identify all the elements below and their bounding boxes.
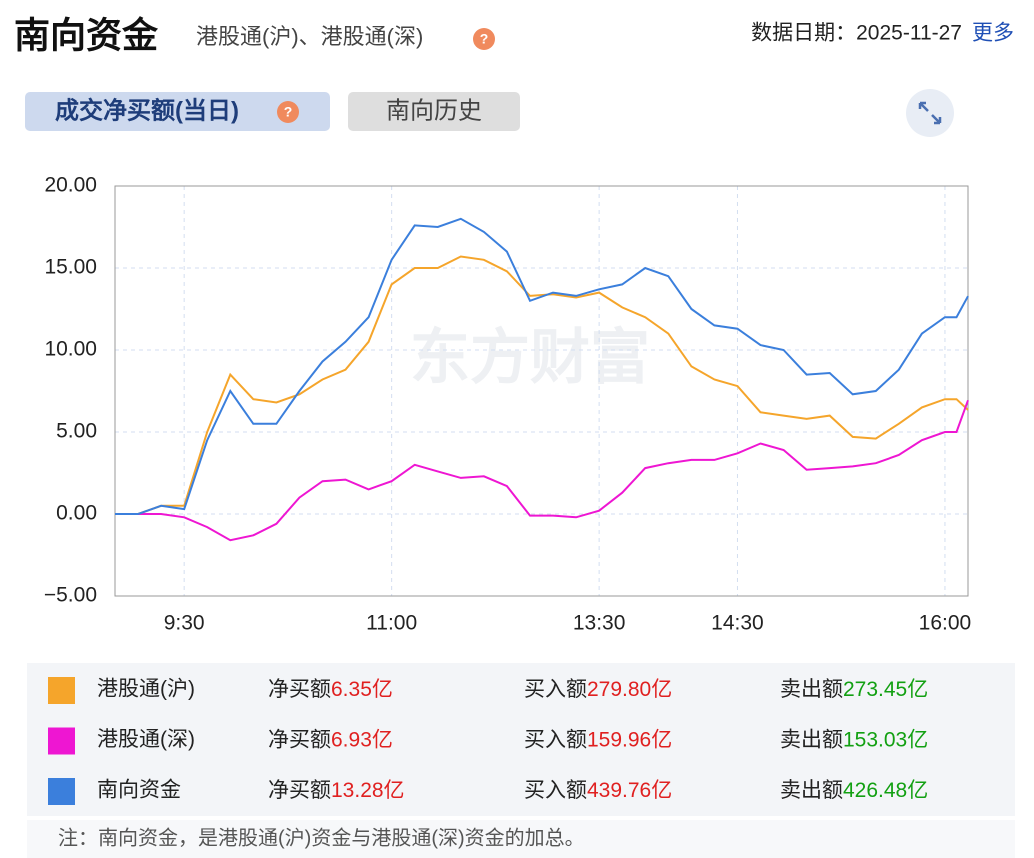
series-line [115,217,969,515]
x-tick-label: 16:00 [919,612,972,635]
y-tick-label: 10.00 [44,338,97,361]
summary-item: 买入额159.96亿 [524,728,672,751]
tab-label: 南向历史 [386,97,482,124]
summary-item: 净买额6.93亿 [268,728,393,751]
summary-item: 净买额6.35亿 [268,678,393,701]
legend-label: 港股通(沪) [97,678,195,701]
plot-frame [114,185,969,597]
tab-label: 成交净买额(当日) [55,96,239,124]
summary-label: 净买额 [268,779,331,802]
summary-label: 买入额 [524,728,587,751]
summary-label: 买入额 [524,779,587,802]
subtitle: 港股通(沪)、港股通(深) [196,24,423,49]
help-mark: ? [480,31,489,47]
x-tick-label: 11:00 [366,612,417,635]
legend-swatch [48,677,75,704]
summary-value: 279.80亿 [587,678,672,701]
expand-button[interactable] [906,89,954,137]
note-panel [27,820,1015,858]
note: 注：南向资金，是港股通(沪)资金与港股通(深)资金的加总。 [58,826,585,849]
summary-label: 卖出额 [780,678,843,701]
summary-value: 439.76亿 [587,779,672,802]
summary-label: 买入额 [524,678,587,701]
legend-swatch [48,778,75,805]
summary-value: 273.45亿 [843,678,928,701]
summary-label: 卖出额 [780,728,843,751]
legend: 港股通(沪) 净买额6.35亿 买入额279.80亿 卖出额273.45亿港股通(深)… [27,663,1015,858]
summary-item: 净买额13.28亿 [268,779,405,802]
summary-value: 426.48亿 [843,779,928,802]
summary-item: 卖出额426.48亿 [780,779,928,802]
y-tick-label: 15.00 [44,256,97,279]
summary-item: 买入额439.76亿 [524,779,672,802]
summary-value: 6.35亿 [331,678,393,701]
summary-value: 153.03亿 [843,728,928,751]
title: 南向资金 [14,15,159,56]
series-line [115,255,969,515]
summary-value: 6.93亿 [331,728,393,751]
help-mark: ? [284,104,293,120]
summary-item: 卖出额153.03亿 [780,728,928,751]
y-tick-label: 0.00 [56,502,97,525]
y-tick-label: 5.00 [56,420,97,443]
watermark: 东方财富 [410,324,650,391]
legend-label: 南向资金 [97,779,181,802]
y-tick-label: −5.00 [44,584,97,607]
help-icon[interactable] [473,28,495,50]
help-icon[interactable] [277,101,299,123]
legend-swatch [48,727,75,755]
summary-label: 净买额 [268,728,331,751]
x-tick-label: 13:30 [573,612,626,635]
series-line [115,399,969,542]
summary-item: 卖出额273.45亿 [780,678,928,701]
x-tick-label: 14:30 [711,612,764,635]
date: 数据日期：2025-11-27 [751,22,962,45]
x-tick-label: 9:30 [164,612,205,635]
summary-value: 159.96亿 [587,728,672,751]
summary-value: 13.28亿 [331,779,405,802]
tab-active[interactable] [25,92,330,131]
summary-item: 买入额279.80亿 [524,678,672,701]
summary-label: 净买额 [268,678,331,701]
y-tick-label: 20.00 [44,174,97,197]
summary-label: 卖出额 [780,779,843,802]
plot: 20.00 15.00 10.00 5.00 0.00 −5.00 9:30 11:00 13:… [44,174,971,635]
legend-label: 港股通(深) [97,728,195,751]
more-link[interactable]: 更多 [972,22,1014,45]
expand-icon [918,101,942,125]
legend-panel [27,663,1015,816]
tab[interactable] [348,92,520,131]
